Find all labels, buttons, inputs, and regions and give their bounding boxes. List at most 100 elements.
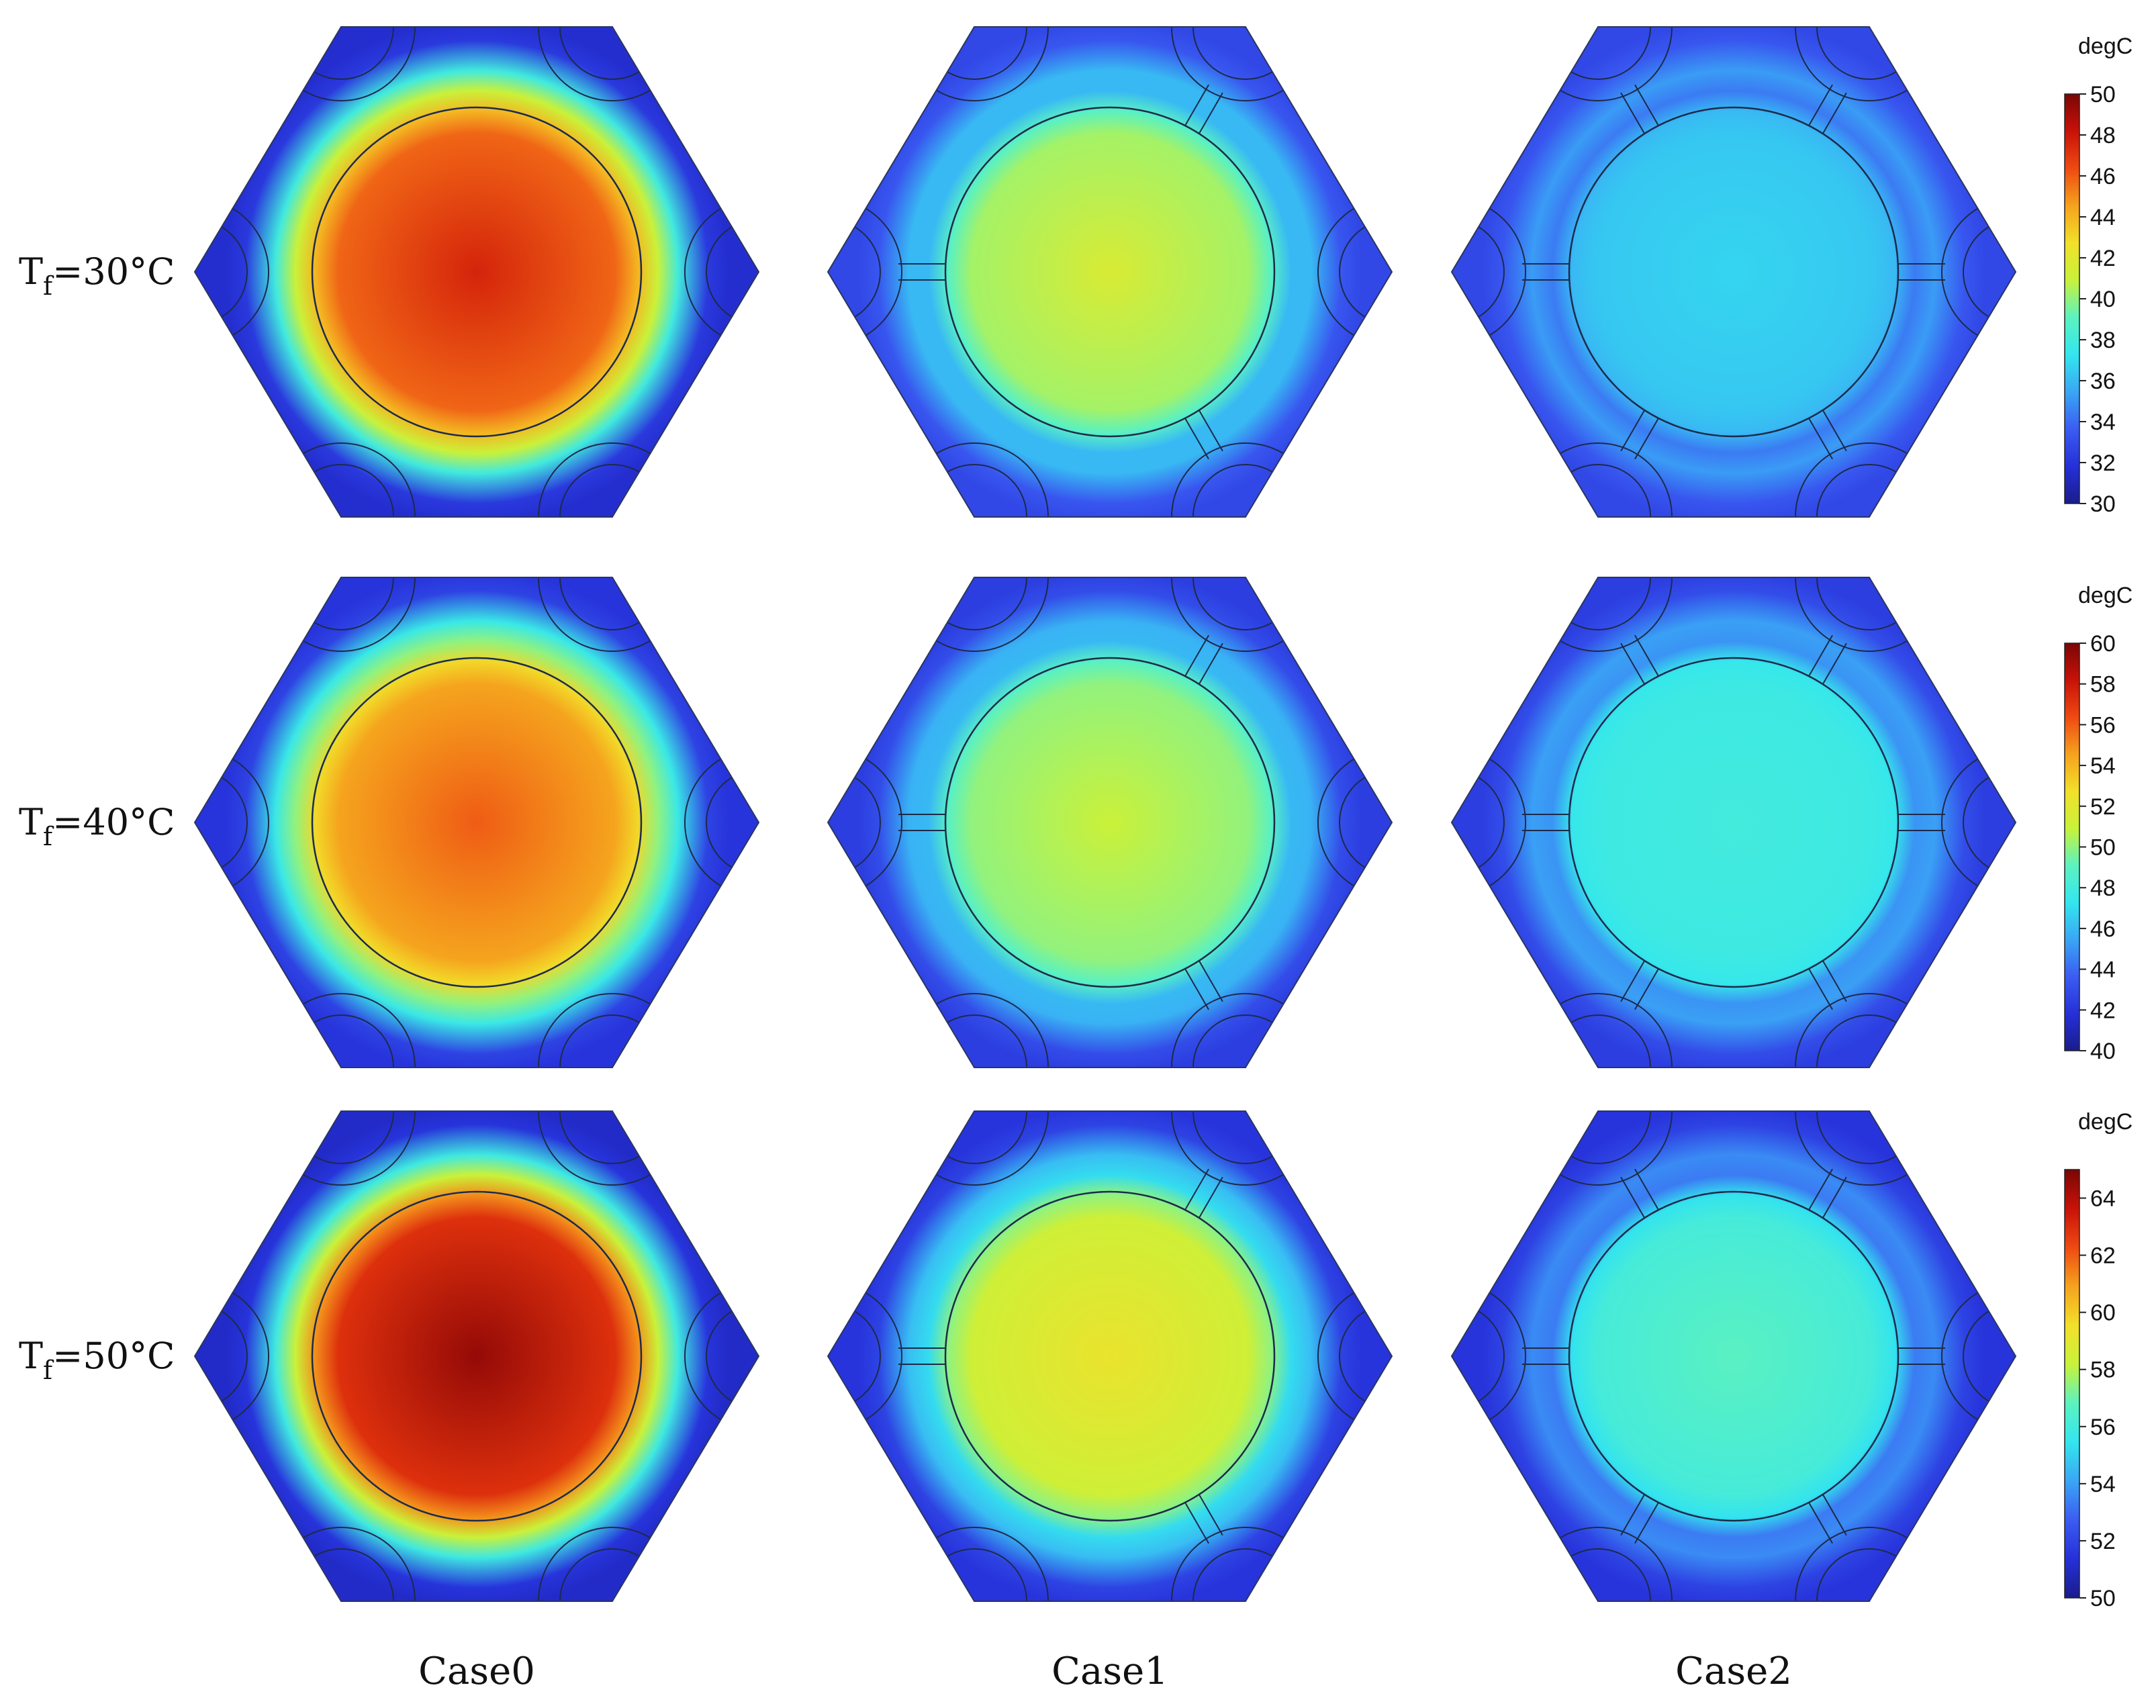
corner-ring-outer bbox=[538, 27, 687, 101]
corner-ring-inner bbox=[195, 1303, 248, 1409]
corner-ring-inner bbox=[706, 1303, 759, 1409]
connector-strut bbox=[1199, 410, 1223, 452]
connector-strut bbox=[1184, 634, 1209, 677]
corner-ring-outer bbox=[1524, 442, 1673, 517]
corner-ring-outer bbox=[828, 197, 902, 346]
corner-ring-outer bbox=[684, 1282, 759, 1431]
connector-strut bbox=[1822, 410, 1847, 452]
connector-strut bbox=[1620, 643, 1645, 685]
corner-ring-inner bbox=[559, 577, 665, 630]
corner-ring-outer bbox=[195, 197, 269, 346]
corner-ring-inner bbox=[1192, 464, 1299, 517]
hex-outline bbox=[1450, 577, 2017, 1068]
colorbar-unit: degC bbox=[2078, 583, 2132, 608]
corner-ring-inner bbox=[1339, 769, 1392, 875]
corner-ring-outer bbox=[267, 577, 416, 652]
colorbar-1: degC 50 48 46 44 42 40 38 36 34 32 30 bbox=[2064, 34, 2132, 517]
corner-ring-inner bbox=[921, 464, 1027, 517]
corner-ring-outer bbox=[900, 442, 1049, 517]
corner-ring-inner bbox=[1816, 577, 1922, 630]
colorbar-tick-label: 40 bbox=[2090, 287, 2116, 312]
corner-ring-outer bbox=[1795, 27, 1944, 101]
hex-outline bbox=[193, 26, 760, 518]
corner-ring-outer bbox=[538, 993, 687, 1068]
colorbar-tick-label: 44 bbox=[2090, 205, 2116, 230]
colorbar-tick-label: 54 bbox=[2090, 1472, 2116, 1497]
colorbar-tick-label: 60 bbox=[2090, 1300, 2116, 1326]
corner-ring-inner bbox=[828, 769, 881, 875]
connector-strut bbox=[1822, 1494, 1847, 1536]
corner-ring-outer bbox=[1941, 1282, 2016, 1431]
corner-ring-inner bbox=[706, 769, 759, 875]
corner-ring-outer bbox=[1317, 1282, 1392, 1431]
connector-strut bbox=[1808, 418, 1833, 460]
hex-outline bbox=[1450, 26, 2017, 518]
corner-ring-outer bbox=[1795, 993, 1944, 1068]
colorbar-tick-label: 32 bbox=[2090, 450, 2116, 476]
corner-ring-inner bbox=[1816, 1014, 1922, 1068]
corner-ring-outer bbox=[828, 1282, 902, 1431]
corner-ring-inner bbox=[288, 1014, 394, 1068]
panel-case1-row2 bbox=[827, 577, 1393, 1068]
connector-strut bbox=[1199, 1494, 1223, 1536]
cell-outline bbox=[944, 1190, 1276, 1522]
connector-strut bbox=[1199, 960, 1223, 1002]
corner-ring-outer bbox=[900, 577, 1049, 652]
corner-ring-outer bbox=[1171, 577, 1320, 652]
corner-ring-outer bbox=[267, 27, 416, 101]
corner-ring-outer bbox=[1171, 442, 1320, 517]
colorbar-tick-label: 54 bbox=[2090, 753, 2116, 779]
corner-ring-inner bbox=[1339, 1303, 1392, 1409]
colorbar-tick-label: 30 bbox=[2090, 491, 2116, 517]
corner-ring-inner bbox=[1963, 769, 2016, 875]
panel-case2-row2 bbox=[1450, 577, 2017, 1068]
corner-ring-outer bbox=[195, 1282, 269, 1431]
corner-ring-inner bbox=[559, 1111, 665, 1164]
connector-strut bbox=[1634, 968, 1659, 1010]
colorbar-tick-label: 40 bbox=[2090, 1039, 2116, 1064]
connector-strut bbox=[1199, 643, 1223, 685]
cell-outline bbox=[311, 657, 643, 988]
corner-ring-inner bbox=[195, 219, 248, 325]
row-label-2: Tf=40°C bbox=[19, 801, 175, 851]
corner-ring-inner bbox=[195, 769, 248, 875]
corner-ring-outer bbox=[1524, 27, 1673, 101]
connector-strut bbox=[1620, 1176, 1645, 1219]
corner-ring-inner bbox=[559, 464, 665, 517]
colorbar-tick-label: 42 bbox=[2090, 246, 2116, 271]
corner-ring-inner bbox=[288, 27, 394, 80]
corner-ring-inner bbox=[1452, 219, 1505, 325]
corner-ring-inner bbox=[1963, 1303, 2016, 1409]
connector-strut bbox=[1199, 1176, 1223, 1219]
panel-case2-row1 bbox=[1450, 26, 2017, 518]
colorbar-tick-label: 46 bbox=[2090, 916, 2116, 942]
corner-ring-inner bbox=[1192, 27, 1299, 80]
temperature-field bbox=[225, 577, 729, 1068]
connector-strut bbox=[1808, 1168, 1833, 1211]
colorbar-tick-label: 48 bbox=[2090, 875, 2116, 901]
hex-outline bbox=[1450, 1110, 2017, 1602]
colorbar-tick-label: 52 bbox=[2090, 794, 2116, 820]
corner-ring-inner bbox=[1452, 769, 1505, 875]
corner-ring-outer bbox=[538, 577, 687, 652]
colorbar-tick-label: 34 bbox=[2090, 410, 2116, 435]
corner-ring-outer bbox=[1317, 197, 1392, 346]
colorbar-tick-label: 58 bbox=[2090, 672, 2116, 698]
cell-outline bbox=[944, 106, 1276, 438]
colorbar-3: degC 64 62 60 58 56 54 52 50 bbox=[2064, 1109, 2132, 1611]
corner-ring-inner bbox=[1545, 27, 1651, 80]
column-labels: Case0 Case1 Case2 bbox=[418, 1650, 1792, 1693]
corner-ring-outer bbox=[1171, 27, 1320, 101]
colorbar-tick-label: 52 bbox=[2090, 1529, 2116, 1554]
corner-ring-inner bbox=[1192, 1014, 1299, 1068]
corner-ring-inner bbox=[1816, 1111, 1922, 1164]
corner-ring-outer bbox=[684, 197, 759, 346]
corner-ring-inner bbox=[1545, 1548, 1651, 1601]
corner-ring-outer bbox=[1524, 993, 1673, 1068]
colorbar-tick-label: 60 bbox=[2090, 631, 2116, 657]
corner-ring-inner bbox=[1545, 1111, 1651, 1164]
corner-ring-outer bbox=[267, 1111, 416, 1186]
corner-ring-outer bbox=[538, 442, 687, 517]
cell-outline bbox=[944, 657, 1276, 988]
